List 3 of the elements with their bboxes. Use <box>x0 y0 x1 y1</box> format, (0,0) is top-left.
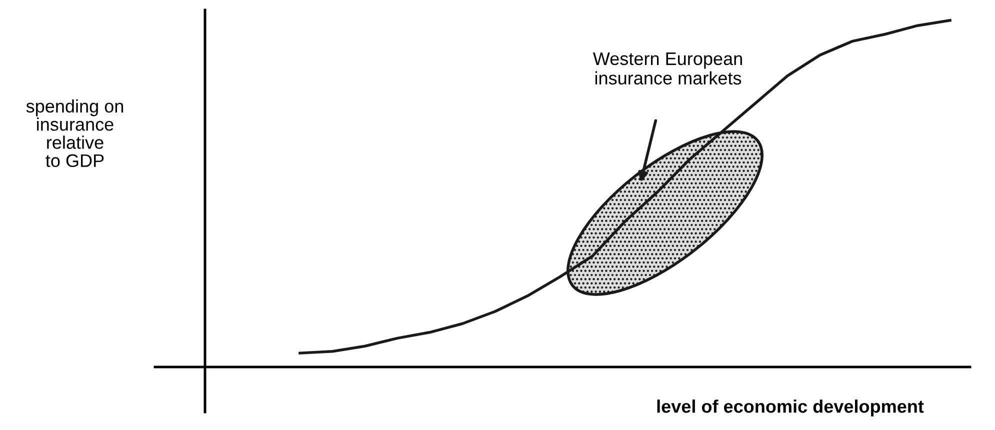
text: spending on insurance relative to GDP <box>26 99 124 168</box>
x-axis-title: level of economic development <box>657 400 924 416</box>
annotation: Western European insurance markets <box>592 52 742 85</box>
